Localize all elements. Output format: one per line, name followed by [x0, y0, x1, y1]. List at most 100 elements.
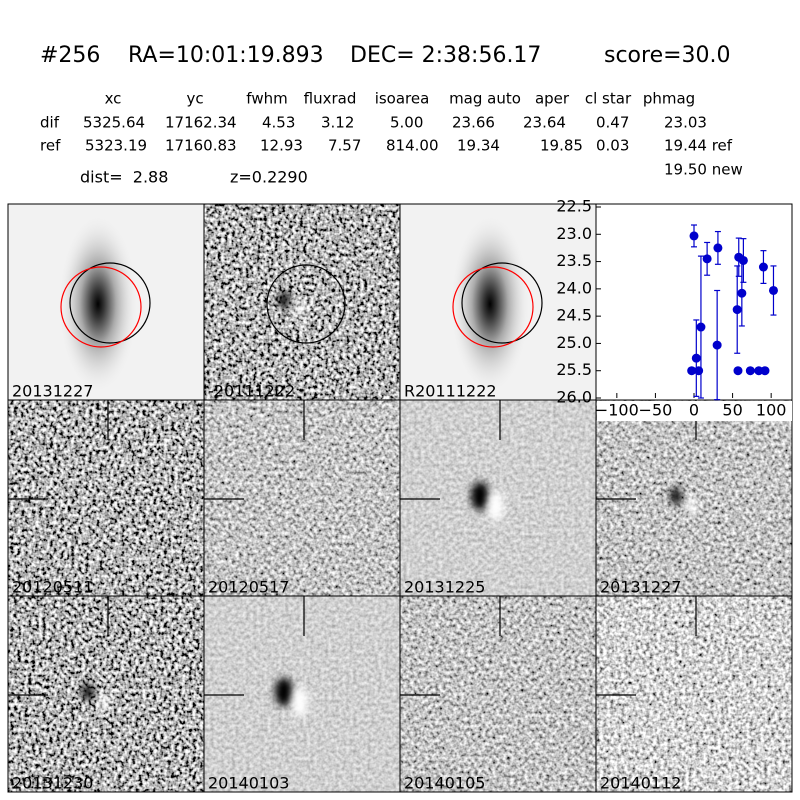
- column-header: yc: [186, 90, 203, 108]
- point: [687, 366, 697, 376]
- stamp-noise: [8, 400, 204, 596]
- point: [691, 353, 701, 363]
- point: [745, 366, 755, 376]
- stamp-date: 20140105: [404, 774, 485, 793]
- y-tick-label: 24.5: [556, 306, 592, 325]
- dist: dist= 2.88: [80, 168, 168, 187]
- stamp: 20120511: [7, 399, 205, 597]
- stamp: 20140105: [399, 595, 597, 793]
- stamp-date: 20120511: [12, 578, 93, 597]
- aperture-ref: [452, 266, 534, 348]
- stamp: 20131225: [399, 399, 597, 597]
- stamp-date: 20120517: [208, 578, 289, 597]
- x-tick-label: −50: [639, 401, 673, 420]
- dark-blob: [82, 683, 94, 701]
- dark-blob: [470, 481, 490, 511]
- x-tick-label: −100: [595, 401, 639, 420]
- aperture: [69, 262, 151, 344]
- stamp: -20111222: [203, 203, 401, 401]
- ra: RA=10:01:19.893: [128, 43, 324, 68]
- stamp-date: R20111222: [404, 382, 497, 401]
- stamp-noise: [204, 400, 400, 596]
- y-tick-label: 26.0: [556, 388, 592, 407]
- stamp: R20111222: [399, 203, 597, 401]
- stamp-noise: [596, 596, 792, 792]
- point: [758, 262, 768, 272]
- aperture-ref: [60, 266, 142, 348]
- point: [702, 254, 712, 264]
- redshift: z=0.2290: [230, 168, 308, 187]
- bright-blob: [99, 692, 109, 712]
- point: [713, 243, 723, 253]
- cell: 17160.83: [165, 137, 237, 155]
- cell: 17162.34: [165, 114, 237, 132]
- point: [754, 366, 764, 376]
- dec: DEC= 2:38:56.17: [350, 43, 541, 68]
- column-header: xc: [105, 90, 122, 108]
- candidate-id: #256: [40, 43, 100, 68]
- x-tick-label: 50: [722, 401, 742, 420]
- point: [712, 340, 722, 350]
- dark-blob: [274, 677, 294, 707]
- bright-blob: [488, 490, 504, 522]
- column-header: phmag: [643, 90, 695, 108]
- point: [689, 231, 699, 241]
- stamp-date: 20131227: [600, 578, 681, 597]
- cell: 5325.64: [83, 114, 145, 132]
- cell: 23.64: [523, 114, 566, 132]
- column-header: fluxrad: [304, 90, 357, 108]
- cell: 19.44 ref: [664, 137, 733, 155]
- x-tick-label: 0: [689, 401, 699, 420]
- dark-blob: [670, 487, 682, 505]
- stamps: 20131227 -20111222 R20111222 20120511 201205…: [7, 203, 793, 793]
- light-curve: 22.5 23.0 23.5 24.0 24.5 25.0 25.5 26.0−100 −50 0…: [556, 197, 793, 421]
- point: [696, 322, 706, 332]
- y-tick-label: 23.5: [556, 251, 592, 270]
- stamp: 20140112: [595, 595, 793, 793]
- row-name: dif: [40, 114, 60, 132]
- stamp-date: 20140103: [208, 774, 289, 793]
- aperture: [461, 262, 543, 344]
- stamp: 20131230: [7, 595, 205, 793]
- phmag-new: 19.50 new: [664, 161, 743, 179]
- point: [737, 288, 747, 298]
- column-header: cl star: [585, 90, 632, 108]
- x-tick-label: 100: [756, 401, 787, 420]
- y-tick-label: 24.0: [556, 278, 592, 297]
- y-tick-label: 25.5: [556, 360, 592, 379]
- y-tick-label: 23.0: [556, 224, 592, 243]
- point: [760, 366, 770, 376]
- stamp-date: -20111222: [208, 382, 295, 401]
- stamp: 20131227: [7, 203, 205, 401]
- point: [732, 305, 742, 315]
- cell: 23.03: [664, 114, 707, 132]
- stamp-noise: [400, 596, 596, 792]
- cell: 23.66: [452, 114, 495, 132]
- cell: 7.57: [328, 137, 361, 155]
- stamp-date: 20131227: [12, 382, 93, 401]
- point: [768, 285, 778, 295]
- cell: 19.85: [540, 137, 583, 155]
- stamp-date: 20131225: [404, 578, 485, 597]
- bright-blob: [292, 686, 308, 718]
- stamp-date: 20131230: [12, 774, 93, 793]
- bright-blob: [687, 496, 697, 516]
- dark-blob: [278, 291, 290, 309]
- cell: 5323.19: [85, 137, 147, 155]
- y-tick-label: 22.5: [556, 197, 592, 216]
- cell: 0.47: [596, 114, 629, 132]
- galaxy: [450, 214, 530, 394]
- column-header: aper: [535, 90, 570, 108]
- cell: 4.53: [262, 114, 295, 132]
- row-name: ref: [40, 137, 61, 155]
- cell: 19.34: [457, 137, 500, 155]
- stamp-date: 20140112: [600, 774, 681, 793]
- galaxy: [58, 214, 138, 394]
- column-header: fwhm: [246, 90, 287, 108]
- bright-blob: [295, 300, 305, 320]
- cell: 12.93: [260, 137, 303, 155]
- cell: 3.12: [321, 114, 354, 132]
- stamp: 20120517: [203, 399, 401, 597]
- stamp: 20131227: [595, 399, 793, 597]
